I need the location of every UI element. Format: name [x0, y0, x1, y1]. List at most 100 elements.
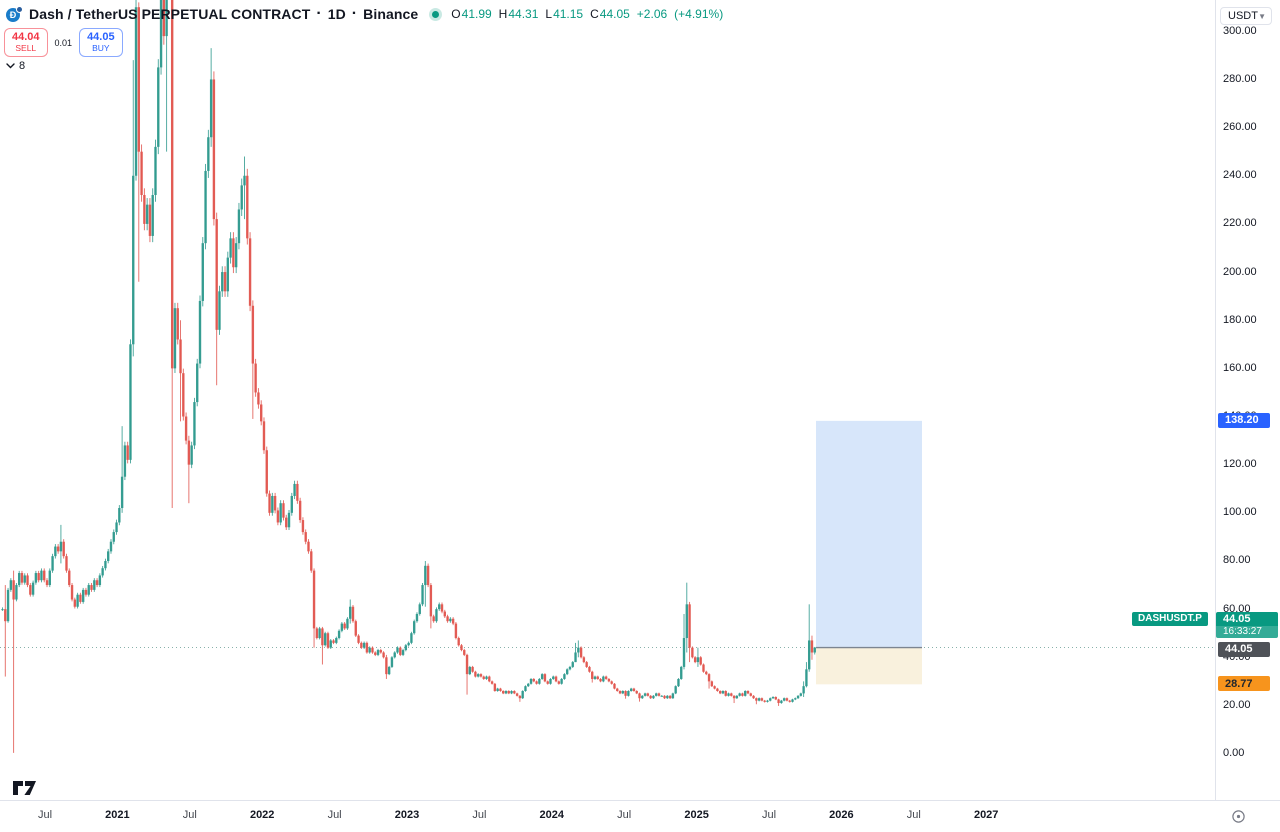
- candle-body: [4, 609, 7, 622]
- candle-body: [554, 676, 558, 682]
- candle-body: [81, 589, 85, 602]
- candle-body: [140, 151, 143, 196]
- candle-body: [323, 633, 327, 646]
- target-price-label[interactable]: 138.20: [1218, 412, 1270, 428]
- candle-body: [540, 674, 544, 679]
- candle-body: [515, 693, 519, 696]
- candle-body: [813, 647, 816, 653]
- candle-body: [652, 695, 655, 699]
- candle-body: [476, 674, 480, 677]
- time-tick-year: 2024: [539, 809, 565, 821]
- candle-body: [129, 344, 132, 460]
- candle-body: [440, 604, 444, 612]
- candle-body: [209, 79, 213, 138]
- chart-canvas[interactable]: [0, 0, 1215, 800]
- candle-body: [54, 546, 57, 557]
- candle-body: [254, 363, 257, 393]
- market-status-icon[interactable]: [432, 10, 440, 18]
- candle-body: [193, 402, 196, 446]
- candle-body: [788, 700, 791, 702]
- candle-body: [120, 476, 124, 509]
- candle-body: [666, 695, 669, 699]
- candle-body: [329, 640, 332, 648]
- candle-body: [9, 580, 13, 590]
- candle-body: [602, 676, 605, 682]
- candle-body: [404, 645, 408, 651]
- separator-dot: ·: [351, 5, 358, 22]
- candle-body: [752, 695, 755, 699]
- candle-body: [109, 541, 113, 552]
- buy-button[interactable]: 44.05 BUY: [79, 28, 123, 58]
- candle-body: [215, 219, 218, 330]
- candle-body: [682, 638, 686, 667]
- time-tick-year: 2027: [973, 809, 999, 821]
- candle-body: [1, 609, 4, 611]
- time-axis-settings-icon[interactable]: [1231, 809, 1246, 824]
- candle-body: [84, 589, 88, 595]
- price-axis[interactable]: 300.00 280.00 260.00 240.00 220.00 200.00 180.…: [1215, 0, 1280, 800]
- candle-body: [118, 508, 121, 523]
- candle-body: [513, 690, 516, 694]
- interval-button[interactable]: 1D: [327, 6, 346, 22]
- time-axis[interactable]: Jul 2021 Jul 2022 Jul 2023 Jul 2024 Jul 2025 Jul 20…: [0, 800, 1280, 832]
- candle-body: [6, 589, 10, 622]
- candle-body: [340, 623, 344, 631]
- sell-button[interactable]: 44.04 SELL: [4, 28, 48, 58]
- candle-body: [387, 666, 391, 675]
- long-position-loss-zone: [816, 647, 922, 685]
- candle-body: [337, 630, 341, 639]
- candle-body: [432, 616, 435, 622]
- candle-body: [643, 693, 647, 696]
- candle-body: [73, 599, 77, 607]
- candle-body: [173, 308, 177, 369]
- candle-body: [56, 546, 60, 552]
- candle-body: [465, 654, 469, 675]
- candle-body: [777, 699, 780, 704]
- long-position-profit-zone: [816, 420, 922, 648]
- candle-body: [287, 512, 291, 528]
- candle-body: [246, 175, 249, 239]
- candle-body: [794, 698, 797, 700]
- tradingview-logo[interactable]: [13, 780, 39, 796]
- time-tick-year: 2025: [684, 809, 709, 821]
- candle-body: [285, 517, 288, 528]
- price-tick: 280.00: [1223, 72, 1257, 85]
- currency-dropdown[interactable]: USDT ▼: [1220, 7, 1272, 25]
- candle-body: [304, 532, 307, 542]
- candle-body: [351, 606, 355, 622]
- candle-body: [438, 604, 441, 610]
- candle-body: [346, 618, 349, 629]
- candle-body: [418, 604, 421, 614]
- candle-body: [79, 594, 82, 602]
- candle-body: [176, 308, 179, 340]
- buy-label: BUY: [92, 42, 110, 53]
- candle-body: [496, 688, 499, 691]
- candle-body: [148, 204, 152, 236]
- exchange-label[interactable]: Binance: [363, 6, 419, 22]
- close-key: C: [590, 7, 599, 21]
- candle-body: [760, 698, 764, 701]
- price-tick: 260.00: [1223, 121, 1257, 134]
- object-tree-toggle[interactable]: 8: [6, 60, 25, 72]
- stop-price-label[interactable]: 28.77: [1218, 676, 1270, 692]
- candle-body: [273, 495, 277, 511]
- symbol-title[interactable]: Dash / TetherUS PERPETUAL CONTRACT: [29, 6, 311, 22]
- last-price-label[interactable]: 44.05 16:33:27: [1216, 611, 1278, 639]
- candle-body: [499, 688, 502, 691]
- candle-body: [15, 585, 18, 600]
- candle-body: [318, 628, 321, 639]
- candle-body: [557, 681, 561, 684]
- open-value: 41.99: [461, 7, 492, 21]
- entry-price-label[interactable]: 44.05: [1218, 641, 1270, 657]
- candle-body: [165, 0, 168, 37]
- candle-body: [234, 243, 238, 268]
- candle-body: [226, 257, 230, 292]
- candle-body: [460, 645, 463, 651]
- candle-body: [485, 676, 488, 679]
- price-tick: 80.00: [1223, 554, 1251, 567]
- candle-body: [713, 686, 716, 689]
- candle-body: [738, 693, 741, 696]
- candle-body: [429, 585, 433, 617]
- candle-body: [535, 681, 538, 684]
- candle-body: [262, 421, 266, 451]
